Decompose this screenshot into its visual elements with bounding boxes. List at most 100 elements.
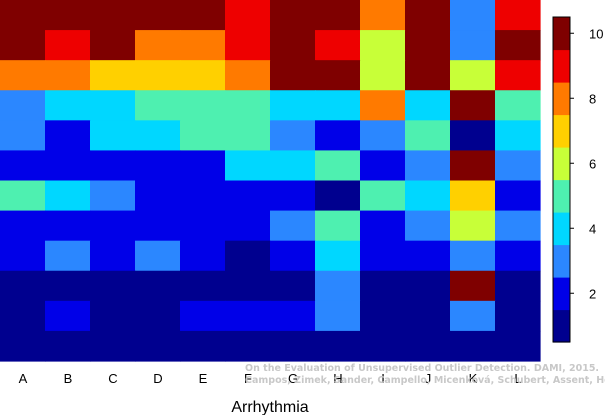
- heatmap-cell: [495, 270, 541, 302]
- heatmap-cell: [405, 0, 451, 31]
- heatmap-cell: [495, 240, 541, 272]
- heatmap-cell: [90, 180, 136, 212]
- heatmap-cell: [90, 270, 136, 302]
- x-tick-label: A: [19, 371, 28, 386]
- heatmap-cell: [0, 210, 46, 242]
- heatmap-cell: [360, 60, 406, 91]
- heatmap-cell: [45, 60, 91, 91]
- heatmap-cell: [270, 30, 316, 61]
- heatmap-cell: [180, 240, 226, 272]
- colorbar-tick-label: 2: [589, 286, 596, 301]
- heatmap-cell: [315, 60, 361, 91]
- heatmap-cell: [180, 30, 226, 61]
- heatmap-cell: [225, 150, 271, 182]
- heatmap-cell: [135, 210, 181, 242]
- heatmap-cell: [495, 150, 541, 182]
- heatmap-cell: [270, 210, 316, 242]
- heatmap-cell: [0, 120, 46, 152]
- colorbar-frame: [552, 16, 571, 343]
- heatmap-cell: [225, 30, 271, 61]
- heatmap-cell: [270, 270, 316, 302]
- heatmap-cell: [315, 90, 361, 121]
- heatmap-cell: [405, 300, 451, 332]
- heatmap-cell: [360, 120, 406, 152]
- heatmap-cell: [90, 30, 136, 61]
- heatmap-cell: [90, 330, 136, 362]
- heatmap-cell: [0, 30, 46, 61]
- heatmap-cell: [360, 270, 406, 302]
- colorbar-segment: [553, 82, 570, 116]
- heatmap-cell: [45, 300, 91, 332]
- heatmap-cell: [450, 210, 496, 242]
- heatmap-cell: [135, 240, 181, 272]
- x-tick-label: J: [425, 371, 432, 386]
- heatmap-cell: [135, 30, 181, 61]
- heatmap-cell: [180, 120, 226, 152]
- x-tick-label: K: [469, 371, 478, 386]
- heatmap-cell: [495, 90, 541, 121]
- heatmap-cell: [315, 270, 361, 302]
- heatmap-cell: [450, 0, 496, 31]
- heatmap-cell: [450, 90, 496, 121]
- heatmap-cell: [0, 90, 46, 121]
- heatmap-cell: [180, 330, 226, 362]
- heatmap-cell: [90, 210, 136, 242]
- heatmap-cell: [450, 30, 496, 61]
- heatmap-cell: [360, 90, 406, 121]
- heatmap-cell: [495, 120, 541, 152]
- heatmap-cell: [405, 120, 451, 152]
- heatmap-cell: [360, 210, 406, 242]
- heatmap-cell: [180, 180, 226, 212]
- heatmap-cell: [360, 330, 406, 362]
- heatmap-cell: [495, 180, 541, 212]
- heatmap-cell: [225, 330, 271, 362]
- colorbar-tick-label: 4: [589, 221, 596, 236]
- heatmap-cell: [225, 180, 271, 212]
- heatmap-cell: [135, 180, 181, 212]
- heatmap-cell: [315, 330, 361, 362]
- heatmap-cell: [360, 180, 406, 212]
- heatmap-cell: [270, 60, 316, 91]
- heatmap-cell: [0, 0, 46, 31]
- heatmap-cell: [45, 0, 91, 31]
- heatmap-cell: [405, 180, 451, 212]
- heatmap-cell: [270, 180, 316, 212]
- heatmap-cell: [405, 270, 451, 302]
- heatmap-cell: [450, 240, 496, 272]
- heatmap-cell: [135, 60, 181, 91]
- heatmap-cell: [360, 150, 406, 182]
- heatmap-cell: [135, 0, 181, 31]
- colorbar-segment: [553, 309, 570, 343]
- heatmap-cell: [225, 90, 271, 121]
- x-tick-label: D: [153, 371, 162, 386]
- heatmap-cell: [0, 240, 46, 272]
- heatmap-cell: [180, 210, 226, 242]
- heatmap-cell: [360, 300, 406, 332]
- heatmap-cell: [450, 270, 496, 302]
- colorbar-segment: [553, 179, 570, 213]
- heatmap-cell: [45, 210, 91, 242]
- heatmap-cell: [405, 30, 451, 61]
- x-tick-label: F: [244, 371, 252, 386]
- heatmap-cell: [45, 330, 91, 362]
- colorbar-segment: [553, 212, 570, 246]
- heatmap-cell: [0, 330, 46, 362]
- heatmap-cell: [450, 330, 496, 362]
- watermark-line-1: On the Evaluation of Unsupervised Outlie…: [245, 363, 599, 374]
- heatmap-cell: [315, 180, 361, 212]
- heatmap-cell: [180, 60, 226, 91]
- heatmap-cell: [315, 30, 361, 61]
- heatmap-cell: [315, 150, 361, 182]
- heatmap-cell: [450, 60, 496, 91]
- heatmap-cell: [315, 0, 361, 31]
- x-tick-label: H: [333, 371, 342, 386]
- heatmap-cell: [45, 270, 91, 302]
- heatmap-cell: [495, 60, 541, 91]
- heatmap-cell: [90, 0, 136, 31]
- heatmap-cell: [135, 330, 181, 362]
- heatmap-cell: [495, 300, 541, 332]
- heatmap-cells: [0, 0, 541, 362]
- watermark-line-2: Campos, Zimek, Sander, Campello, Micenko…: [245, 375, 605, 386]
- heatmap-cell: [225, 210, 271, 242]
